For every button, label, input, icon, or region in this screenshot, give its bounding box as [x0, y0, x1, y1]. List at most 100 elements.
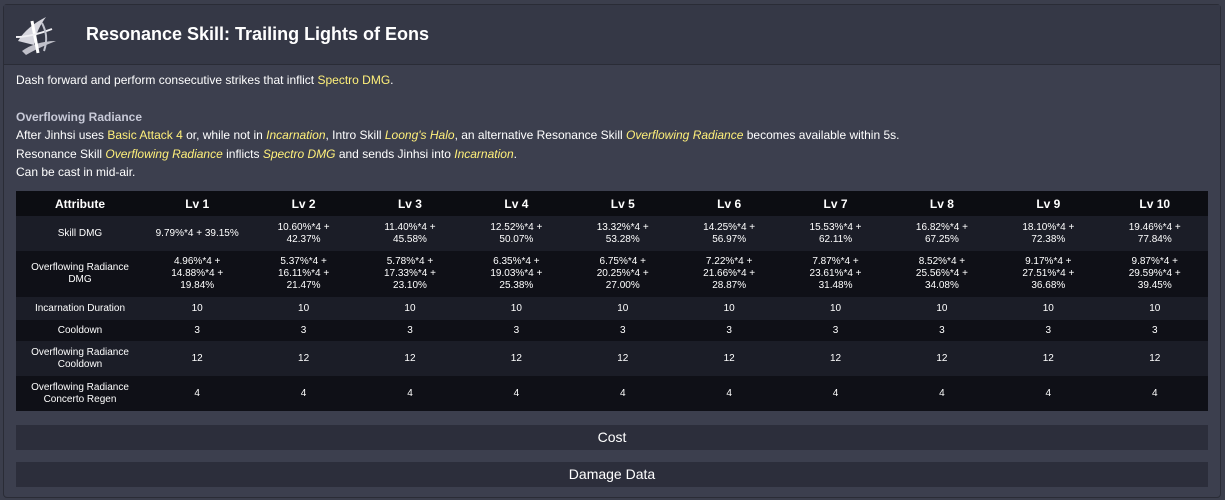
keyword-incarnation: Incarnation [266, 128, 326, 142]
table-row: Incarnation Duration 10 10 10 10 10 10 10 10 10 10 [16, 297, 1208, 320]
description-line-4: Can be cast in mid-air. [16, 165, 136, 179]
table-cell: 9.87%*4 + 29.59%*4 + 39.45% [1101, 251, 1208, 297]
column-header: Lv 10 [1101, 191, 1208, 216]
table-cell: 4 [782, 376, 889, 411]
row-label: Overflowing Radiance Concerto Regen [16, 376, 144, 411]
table-cell: 4 [463, 376, 570, 411]
resonator-emblem-icon [12, 11, 60, 59]
table-cell: 10 [675, 297, 783, 320]
table-cell: 19.46%*4 + 77.84% [1101, 216, 1208, 251]
table-cell: 4 [250, 376, 357, 411]
table-cell: 11.40%*4 + 45.58% [356, 216, 464, 251]
row-label: Overflowing Radiance Cooldown [16, 341, 144, 376]
table-cell: 9.79%*4 + 39.15% [144, 216, 251, 251]
table-cell: 12 [1101, 341, 1208, 376]
subheading-overflowing-radiance: Overflowing Radiance [16, 109, 143, 124]
table-cell: 9.17%*4 + 27.51%*4 + 36.68% [995, 251, 1102, 297]
keyword-loongs-halo: Loong's Halo [384, 128, 455, 142]
keyword-basic-attack-4: Basic Attack 4 [107, 128, 183, 142]
cost-section-toggle[interactable]: Cost [16, 425, 1208, 450]
skill-attribute-table: Attribute Lv 1 Lv 2 Lv 3 Lv 4 Lv 5 Lv 6 … [16, 191, 1208, 411]
table-cell: 4 [1101, 376, 1208, 411]
column-header: Lv 2 [250, 191, 357, 216]
table-header-row: Attribute Lv 1 Lv 2 Lv 3 Lv 4 Lv 5 Lv 6 … [16, 191, 1208, 216]
table-cell: 12 [782, 341, 889, 376]
table-cell: 13.32%*4 + 53.28% [569, 216, 676, 251]
column-header: Lv 4 [463, 191, 570, 216]
keyword-overflowing-radiance: Overflowing Radiance [105, 146, 223, 161]
table-row: Overflowing Radiance DMG 4.96%*4 + 14.88%… [16, 251, 1208, 297]
table-cell: 7.22%*4 + 21.66%*4 + 28.87% [675, 251, 783, 297]
table-row: Skill DMG 9.79%*4 + 39.15% 10.60%*4 + 42.3… [16, 216, 1208, 251]
table-cell: 14.25%*4 + 56.97% [675, 216, 783, 251]
skill-title: Resonance Skill: Trailing Lights of Eons [86, 24, 430, 44]
table-cell: 8.52%*4 + 25.56%*4 + 34.08% [888, 251, 996, 297]
column-header: Lv 1 [144, 191, 251, 216]
table-cell: 3 [1101, 320, 1208, 341]
table-cell: 12 [569, 341, 676, 376]
table-cell: 3 [675, 320, 783, 341]
table-cell: 5.37%*4 + 16.11%*4 + 21.47% [250, 251, 357, 297]
table-cell: 12 [356, 341, 464, 376]
column-header: Lv 5 [569, 191, 676, 216]
table-cell: 10 [250, 297, 357, 320]
keyword-spectro-dmg: Spectro DMG [262, 146, 336, 161]
table-cell: 3 [463, 320, 570, 341]
description-line-1: Dash forward and perform consecutive str… [16, 73, 394, 87]
column-header: Attribute [16, 191, 144, 216]
table-cell: 10 [782, 297, 889, 320]
table-cell: 12 [144, 341, 251, 376]
table-cell: 4 [675, 376, 783, 411]
keyword-overflowing-radiance: Overflowing Radiance [626, 128, 744, 142]
table-cell: 3 [569, 320, 676, 341]
column-header: Lv 8 [888, 191, 996, 216]
row-label: Skill DMG [16, 216, 144, 251]
table-cell: 3 [250, 320, 357, 341]
skill-header: Resonance Skill: Trailing Lights of Eons [4, 5, 1220, 65]
table-cell: 10 [1101, 297, 1208, 320]
table-cell: 10.60%*4 + 42.37% [250, 216, 357, 251]
table-cell: 16.82%*4 + 67.25% [888, 216, 996, 251]
table-cell: 4 [888, 376, 996, 411]
column-header: Lv 9 [995, 191, 1102, 216]
table-cell: 10 [356, 297, 464, 320]
table-row: Overflowing Radiance Concerto Regen 4 4 4 4 4… [16, 376, 1208, 411]
table-cell: 4.96%*4 + 14.88%*4 + 19.84% [144, 251, 251, 297]
table-cell: 4 [995, 376, 1102, 411]
table-cell: 12 [250, 341, 357, 376]
table-cell: 18.10%*4 + 72.38% [995, 216, 1102, 251]
column-header: Lv 3 [356, 191, 464, 216]
table-cell: 4 [356, 376, 464, 411]
table-cell: 6.35%*4 + 19.03%*4 + 25.38% [463, 251, 570, 297]
skill-panel: Resonance Skill: Trailing Lights of Eons… [3, 4, 1221, 498]
table-row: Cooldown 3 3 3 3 3 3 3 3 3 3 [16, 320, 1208, 341]
table-cell: 10 [144, 297, 251, 320]
table-cell: 12 [888, 341, 996, 376]
keyword-incarnation: Incarnation [454, 146, 514, 161]
table-cell: 12 [995, 341, 1102, 376]
row-label: Cooldown [16, 320, 144, 341]
row-label: Incarnation Duration [16, 297, 144, 320]
row-label: Overflowing Radiance DMG [16, 251, 144, 297]
table-cell: 12 [675, 341, 783, 376]
table-cell: 10 [888, 297, 996, 320]
table-cell: 6.75%*4 + 20.25%*4 + 27.00% [569, 251, 676, 297]
table-cell: 12.52%*4 + 50.07% [463, 216, 570, 251]
keyword-spectro-dmg: Spectro DMG [317, 73, 391, 87]
description-line-2: After Jinhsi uses Basic Attack 4 or, whi… [16, 128, 900, 142]
damage-data-section-toggle[interactable]: Damage Data [16, 462, 1208, 487]
column-header: Lv 7 [782, 191, 889, 216]
description-line-3: Resonance Skill Overflowing Radiance inf… [16, 146, 517, 161]
table-cell: 10 [463, 297, 570, 320]
table-cell: 3 [888, 320, 996, 341]
table-cell: 10 [569, 297, 676, 320]
table-cell: 4 [569, 376, 676, 411]
table-cell: 12 [463, 341, 570, 376]
table-cell: 10 [995, 297, 1102, 320]
column-header: Lv 6 [675, 191, 783, 216]
table-cell: 15.53%*4 + 62.11% [782, 216, 889, 251]
table-cell: 3 [782, 320, 889, 341]
table-cell: 4 [144, 376, 251, 411]
table-cell: 3 [144, 320, 251, 341]
table-cell: 5.78%*4 + 17.33%*4 + 23.10% [356, 251, 464, 297]
